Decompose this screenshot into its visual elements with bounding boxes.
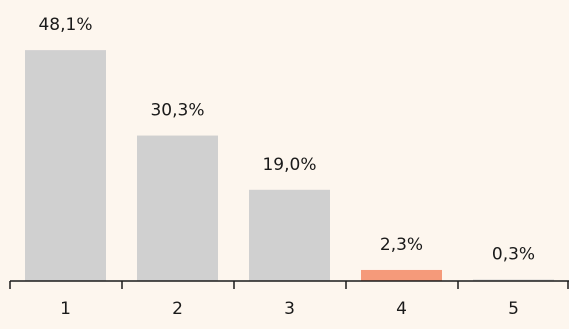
bar-4 <box>361 269 442 281</box>
bar-3 <box>249 189 330 281</box>
data-label-5: 0,3% <box>492 245 535 265</box>
data-label-4: 2,3% <box>380 235 423 255</box>
x-tick-label-4: 4 <box>396 299 407 319</box>
data-label-3: 19,0% <box>262 155 316 175</box>
x-tick-labels-layer: 1 2 3 4 5 <box>60 299 519 319</box>
data-label-1: 48,1% <box>38 15 92 35</box>
x-axis <box>9 280 569 289</box>
x-tick-label-5: 5 <box>508 299 519 319</box>
x-tick-label-2: 2 <box>172 299 183 319</box>
bar-2 <box>137 135 218 281</box>
x-tick-label-3: 3 <box>284 299 295 319</box>
bars-layer <box>25 50 554 282</box>
bar-1 <box>25 50 106 282</box>
x-tick-label-1: 1 <box>60 299 71 319</box>
data-labels-layer: 48,1% 30,3% 19,0% 2,3% 0,3% <box>38 15 535 264</box>
data-label-2: 30,3% <box>150 101 204 121</box>
